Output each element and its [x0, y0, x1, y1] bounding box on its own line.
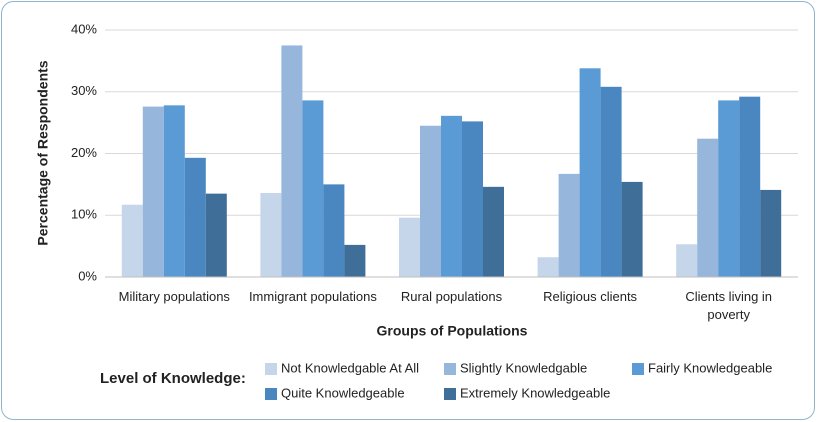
bar — [697, 138, 719, 277]
legend-swatch — [632, 363, 644, 375]
legend-label: Fairly Knowledgeable — [648, 360, 772, 375]
bar — [121, 204, 143, 277]
legend-label: Not Knowledgable At All — [281, 360, 419, 375]
x-tick-label: Immigrant populations — [248, 289, 377, 304]
bar — [184, 157, 206, 277]
bar — [281, 45, 303, 277]
bar — [302, 100, 324, 278]
bar — [420, 125, 441, 278]
bar — [344, 244, 366, 277]
bar — [441, 115, 462, 278]
bar — [760, 189, 782, 277]
bar — [579, 68, 601, 277]
bar — [558, 173, 580, 277]
bar — [676, 244, 698, 277]
legend-title: Level of Knowledge: — [100, 370, 246, 387]
bar — [399, 217, 420, 277]
bar — [142, 106, 164, 277]
x-tick-label: Military populations — [118, 289, 230, 304]
bar — [205, 193, 227, 277]
x-tick-label: Clients living in poverty — [685, 289, 773, 322]
bar — [163, 105, 185, 278]
y-tick-label: 40% — [71, 21, 97, 36]
bar — [483, 186, 504, 277]
y-tick-label: 0% — [78, 268, 97, 283]
bar — [260, 193, 282, 277]
bar — [323, 184, 345, 277]
x-axis-title: Groups of Populations — [377, 323, 528, 339]
legend-label: Slightly Knowledgable — [460, 360, 587, 375]
y-tick-label: 10% — [71, 207, 97, 222]
x-tick-label: Religious clients — [543, 289, 638, 304]
legend-swatch — [444, 388, 456, 400]
y-tick-label: 30% — [71, 83, 97, 98]
bar — [718, 100, 740, 278]
legend-label: Quite Knowledgeable — [281, 385, 405, 400]
legend-swatch — [444, 363, 456, 375]
y-tick-label: 20% — [71, 145, 97, 160]
legend-swatch — [265, 363, 277, 375]
x-tick-label: Rural populations — [400, 289, 503, 304]
bar — [621, 181, 643, 277]
y-axis-title: Percentage of Respondents — [35, 60, 51, 245]
bar — [600, 86, 622, 277]
bar — [739, 96, 761, 277]
legend-swatch — [265, 388, 277, 400]
bar — [537, 257, 559, 277]
legend-label: Extremely Knowledgeable — [460, 385, 610, 400]
bar — [462, 121, 483, 277]
